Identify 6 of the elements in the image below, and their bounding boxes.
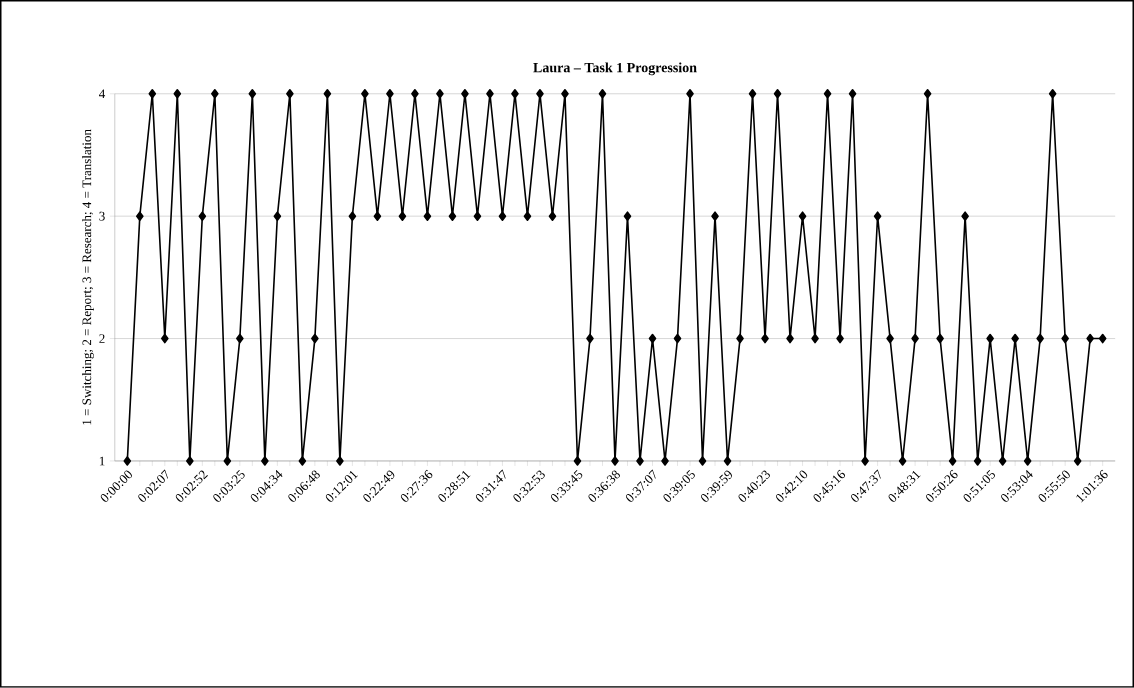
y-tick-label: 2	[99, 334, 105, 343]
y-tick-label: 3	[99, 211, 105, 221]
y-tick-label: 1	[99, 456, 105, 466]
chart-title: Laura – Task 1 Progression	[533, 62, 697, 76]
y-tick-label: 4	[99, 89, 106, 99]
y-axis-title: 1 = Switching; 2 = Report; 3 = Research; 4 = Translation	[82, 129, 94, 425]
